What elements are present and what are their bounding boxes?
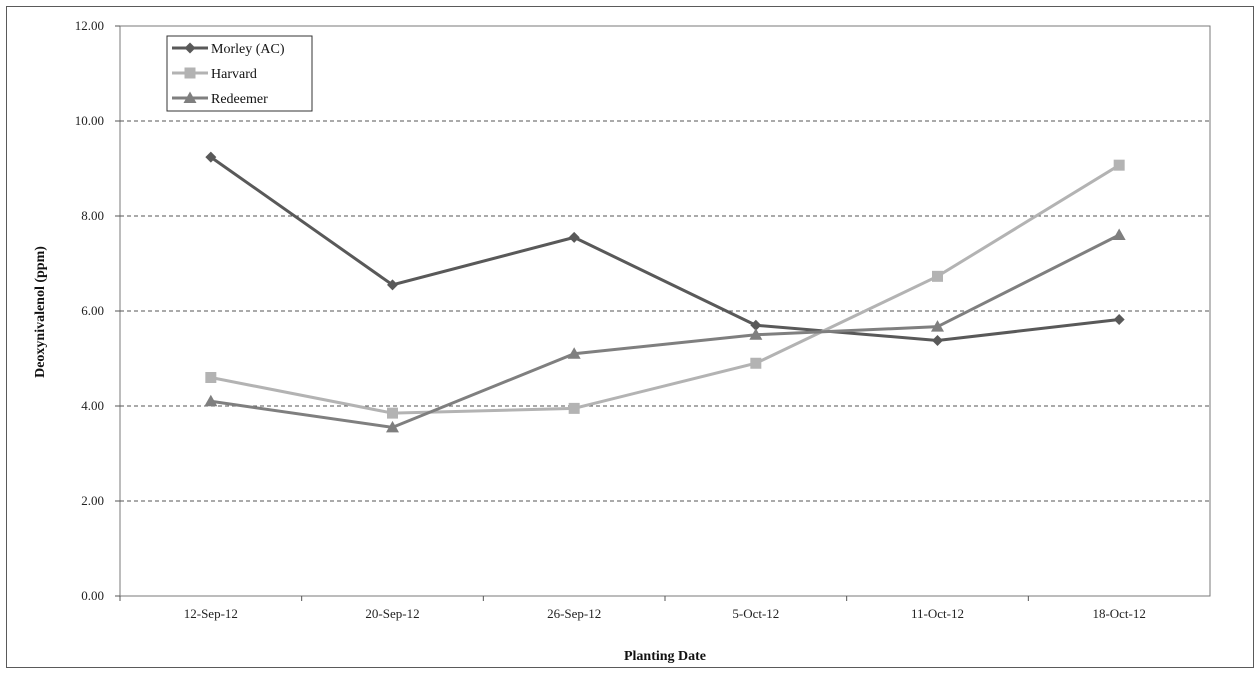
x-tick-labels: 12-Sep-12 20-Sep-12 26-Sep-12 5-Oct-12 11-Oc… (184, 606, 1146, 621)
data-point (568, 402, 580, 414)
series-morley-ac (205, 151, 1125, 346)
data-point (932, 270, 943, 282)
x-tick-label: 12-Sep-12 (184, 606, 238, 621)
series-lines (204, 151, 1126, 433)
data-point (387, 407, 398, 419)
gridlines (115, 25, 1210, 601)
data-point (387, 279, 398, 291)
data-point (386, 420, 399, 433)
data-point (1112, 228, 1126, 240)
data-point (931, 320, 944, 332)
data-point (205, 372, 217, 383)
x-axis-title: Planting Date (624, 649, 706, 664)
y-tick-label: 6.00 (81, 303, 104, 318)
chart-frame (6, 6, 1254, 668)
x-tick-label: 5-Oct-12 (732, 606, 779, 621)
y-axis-title: Deoxynivalenol (ppm) (33, 246, 48, 378)
series-harvard (205, 159, 1125, 419)
y-tick-label: 2.00 (81, 493, 104, 508)
series-line (210, 163, 1120, 415)
y-tick-labels: 0.00 2.00 4.00 6.00 8.00 10.00 12.00 (75, 18, 104, 603)
series-line (209, 155, 1120, 342)
data-point (567, 347, 581, 359)
legend-label: Harvard (211, 67, 257, 82)
data-point (749, 328, 763, 340)
legend-label: Redeemer (211, 92, 268, 107)
x-tick-label: 11-Oct-12 (911, 606, 964, 621)
plot-area (119, 25, 1211, 597)
series-line (210, 233, 1120, 429)
legend-marker (183, 91, 197, 103)
data-point (1113, 314, 1125, 326)
x-tick-label: 26-Sep-12 (547, 606, 601, 621)
y-tick-label: 8.00 (81, 208, 104, 223)
x-tick-label: 20-Sep-12 (365, 606, 419, 621)
y-tick-label: 12.00 (75, 18, 104, 33)
y-tick-label: 0.00 (81, 588, 104, 603)
data-point (568, 231, 580, 243)
data-point (1113, 159, 1125, 171)
y-tick-label: 4.00 (81, 398, 104, 413)
legend-marker (184, 42, 196, 54)
legend-marker (184, 67, 196, 79)
data-point (750, 357, 762, 369)
series-redeemer (204, 228, 1126, 433)
data-point (932, 334, 943, 346)
data-point (750, 319, 762, 331)
x-tick-label: 18-Oct-12 (1092, 606, 1145, 621)
legend: Morley (AC) Harvard Redeemer (166, 35, 313, 112)
data-point (204, 394, 218, 407)
data-point (205, 151, 217, 163)
y-tick-label: 10.00 (75, 113, 104, 128)
legend-label: Morley (AC) (211, 42, 285, 57)
